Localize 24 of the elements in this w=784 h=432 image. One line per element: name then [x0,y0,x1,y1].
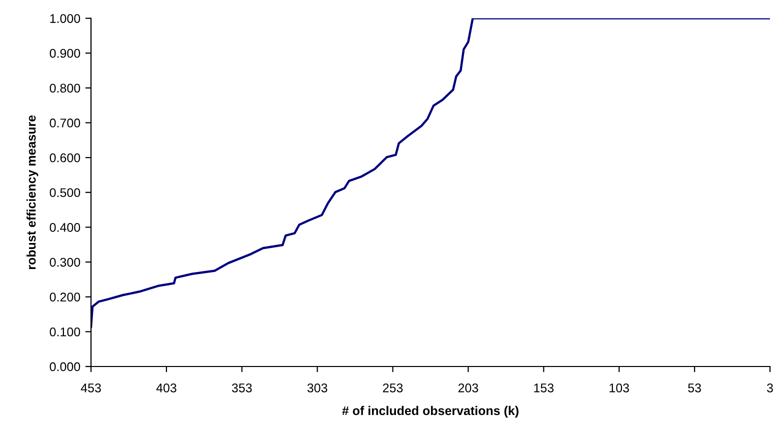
x-tick-label: 153 [534,383,554,392]
x-tick-label: 403 [156,383,176,392]
y-tick-label: 0.700 [50,118,80,128]
line-series [91,18,770,328]
y-tick-label: 0.800 [50,84,80,93]
x-tick-label: 253 [382,383,403,392]
x-tick-label: 353 [232,383,252,392]
y-tick-label: 0.900 [50,48,80,58]
x-tick-label: 453 [80,383,101,392]
y-tick-label: 0.300 [50,258,80,267]
y-axis-title: robust efficiency measure [26,115,38,270]
y-tick-label: 0.100 [50,327,80,336]
y-tick-label: 0.000 [50,362,80,372]
x-tick-label: 103 [610,383,629,392]
y-tick-label: 0.200 [50,292,80,302]
x-tick-label: 53 [688,383,701,392]
y-tick-label: 0.500 [50,188,80,198]
y-tick-label: 0.400 [50,223,80,232]
x-tick-label: 3 [767,383,773,392]
y-tick-label: 1.000 [50,14,80,23]
x-tick-label: 203 [458,383,478,392]
x-axis-title: # of included observations (k) [342,406,518,418]
y-tick-label: 0.600 [50,153,80,162]
x-tick-label: 303 [307,383,328,392]
